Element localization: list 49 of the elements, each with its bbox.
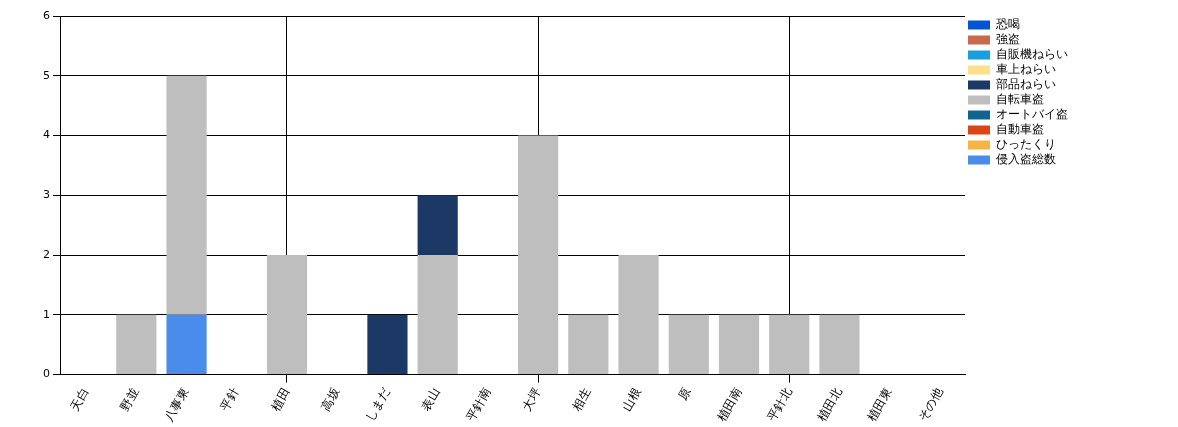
x-tick-label: 八事東 (161, 385, 192, 424)
bar (166, 75, 207, 315)
bar (518, 135, 559, 375)
legend-label: 自動車盗 (996, 122, 1044, 137)
bar (618, 255, 659, 375)
y-tick-label: 2 (43, 247, 50, 261)
x-tick-label: しまだ (362, 385, 393, 424)
y-tick-label: 1 (43, 307, 50, 321)
bar (769, 314, 810, 375)
bar (116, 314, 157, 375)
legend-label: ひったくり (996, 137, 1056, 152)
x-tick-label: 平針北 (764, 385, 795, 424)
x-tick-label: 相生 (569, 385, 594, 414)
y-tick-label: 3 (43, 188, 50, 202)
x-tick-label: 大坪 (519, 385, 544, 414)
bar (819, 314, 860, 375)
bar (568, 314, 609, 375)
bar (417, 255, 458, 375)
x-tick-label: 高坂 (318, 385, 343, 414)
legend-label: 自転車盗 (996, 92, 1044, 107)
bar (417, 195, 458, 256)
x-tick-label: その他 (915, 385, 946, 424)
legend-label: 車上ねらい (996, 62, 1056, 77)
x-tick-label: 表山 (418, 385, 443, 414)
x-tick-label: 野並 (117, 385, 142, 414)
bar (367, 314, 408, 375)
bar (266, 255, 308, 375)
x-tick-label: 植田南 (714, 385, 745, 424)
bar (166, 314, 207, 375)
legend-label: 強盗 (996, 32, 1020, 47)
y-tick-label: 6 (43, 8, 50, 22)
legend-label: 自販機ねらい (996, 47, 1068, 62)
x-tick-label: 植田東 (864, 385, 895, 424)
x-tick-label: 天白 (67, 385, 92, 414)
bar (668, 314, 709, 375)
bar (718, 314, 760, 375)
x-tick-label: 植田 (268, 385, 293, 414)
legend-label: オートバイ盗 (996, 107, 1068, 122)
x-tick-label: 平針南 (463, 385, 494, 424)
x-tick-label: 山根 (619, 385, 644, 414)
x-tick-label: 原 (675, 385, 695, 403)
x-tick-label: 平針 (217, 385, 243, 414)
y-tick-label: 5 (43, 68, 50, 82)
y-tick-label: 4 (43, 128, 50, 142)
legend-label: 部品ねらい (996, 77, 1056, 92)
y-tick-label: 0 (43, 367, 50, 381)
legend-label: 侵入盗総数 (996, 152, 1056, 167)
x-tick-label: 植田北 (814, 385, 845, 424)
legend-label: 恐喝 (995, 17, 1020, 32)
